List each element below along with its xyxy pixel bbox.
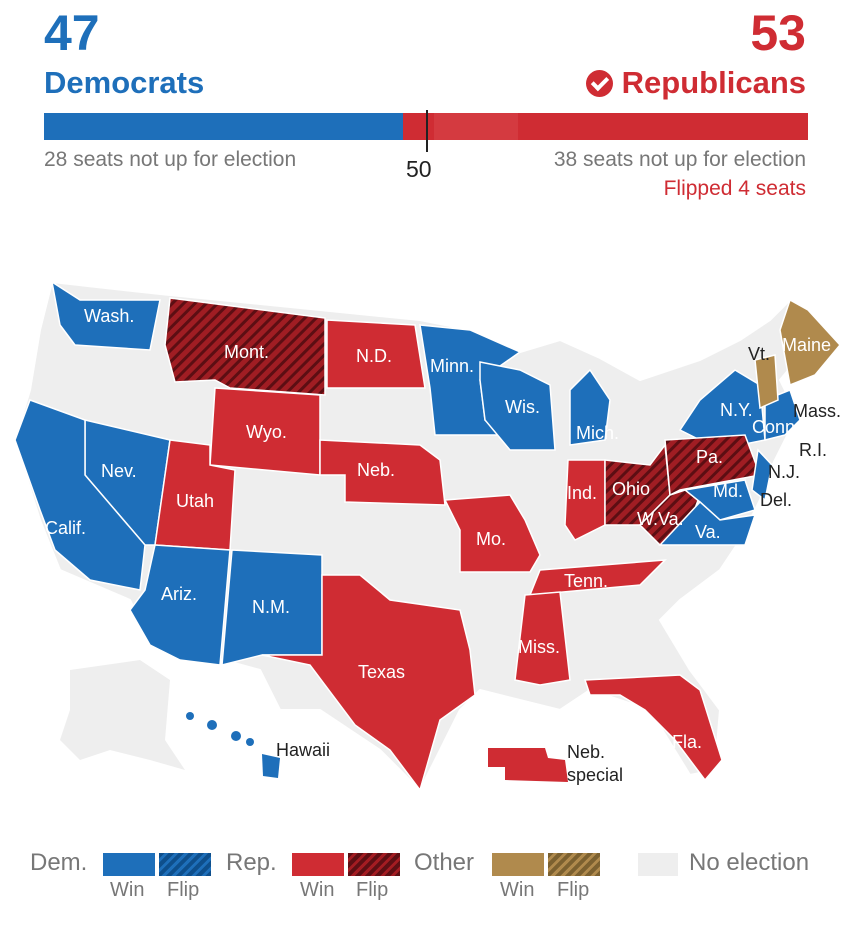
legend-other-flip-swatch xyxy=(548,853,600,876)
label-mass: Mass. xyxy=(793,401,841,421)
legend-other-label: Other xyxy=(414,849,475,876)
state-wisconsin[interactable] xyxy=(479,361,556,451)
dem-party-label: Democrats xyxy=(44,65,205,100)
label-minn: Minn. xyxy=(430,356,474,376)
label-neb-special-1: Neb. xyxy=(567,742,605,762)
label-tenn: Tenn. xyxy=(564,571,608,591)
us-senate-map: Wash. Mont. N.D. Minn. Vt. Maine Wyo. Wi… xyxy=(0,270,850,810)
label-maine: Maine xyxy=(782,335,831,355)
label-wva: W.Va. xyxy=(637,509,684,529)
legend-rep-win-swatch xyxy=(292,853,344,876)
state-new-jersey[interactable] xyxy=(751,448,773,502)
bar-rep-held xyxy=(517,113,808,140)
bar-rep-won xyxy=(433,113,518,140)
state-maine[interactable] xyxy=(779,298,841,387)
label-wash: Wash. xyxy=(84,306,134,326)
state-north-dakota[interactable] xyxy=(326,319,426,389)
state-indiana[interactable] xyxy=(564,459,606,541)
label-vt: Vt. xyxy=(748,344,770,364)
label-nev: Nev. xyxy=(101,461,137,481)
label-ind: Ind. xyxy=(567,483,597,503)
state-washington[interactable] xyxy=(50,280,161,351)
map-legend: Dem. Win Flip Rep. Win Flip Other Win Fl… xyxy=(0,845,850,915)
dem-seat-count: 47 xyxy=(44,5,100,61)
legend-rep-flip-label: Flip xyxy=(356,879,389,901)
label-neb: Neb. xyxy=(357,460,395,480)
label-conn: Conn. xyxy=(752,417,800,437)
state-mississippi[interactable] xyxy=(514,591,571,686)
label-mont: Mont. xyxy=(224,342,269,362)
label-md: Md. xyxy=(713,481,743,501)
legend-dem-flip-label: Flip xyxy=(167,879,200,901)
label-ny: N.Y. xyxy=(720,400,753,420)
majority-label: 50 xyxy=(406,156,432,182)
legend-no-election-label: No election xyxy=(689,849,810,876)
check-circle-icon xyxy=(585,69,613,97)
label-nj: N.J. xyxy=(768,462,800,482)
label-neb-special-2: special xyxy=(567,765,623,785)
state-nebraska-special[interactable] xyxy=(488,748,568,782)
bar-dem-won xyxy=(257,113,404,140)
state-tennessee[interactable] xyxy=(528,559,667,596)
legend-dem-win-label: Win xyxy=(110,879,145,901)
label-miss: Miss. xyxy=(518,637,560,657)
state-pennsylvania[interactable] xyxy=(664,434,762,497)
legend-rep-label: Rep. xyxy=(226,849,277,876)
state-virginia[interactable] xyxy=(658,500,757,546)
legend-dem-label: Dem. xyxy=(30,849,88,876)
state-michigan[interactable] xyxy=(569,368,611,446)
label-utah: Utah xyxy=(176,491,214,511)
bar-rep-flipped xyxy=(403,113,434,140)
label-wis: Wis. xyxy=(505,397,540,417)
bar-dem-held xyxy=(44,113,258,140)
legend-other-win-swatch xyxy=(492,853,544,876)
majority-marker xyxy=(426,110,428,152)
label-mich: Mich. xyxy=(576,423,619,443)
label-ri: R.I. xyxy=(799,440,827,460)
legend-no-election-swatch xyxy=(638,853,678,876)
state-florida[interactable] xyxy=(583,674,723,782)
label-nm: N.M. xyxy=(252,597,290,617)
rep-not-up-note: 38 seats not up for election xyxy=(553,148,806,171)
rep-seat-count: 53 xyxy=(750,5,806,61)
state-arizona[interactable] xyxy=(129,544,231,666)
label-pa: Pa. xyxy=(696,447,723,467)
dem-not-up-note: 28 seats not up for election xyxy=(44,148,297,171)
rep-party-name: Republicans xyxy=(621,65,806,100)
label-fla: Fla. xyxy=(672,732,702,752)
state-montana[interactable] xyxy=(164,297,326,396)
label-nd: N.D. xyxy=(356,346,392,366)
label-ohio: Ohio xyxy=(612,479,650,499)
legend-rep-flip-swatch xyxy=(348,853,400,876)
label-ariz: Ariz. xyxy=(161,584,197,604)
label-del: Del. xyxy=(760,490,792,510)
state-maryland-delaware[interactable] xyxy=(683,479,756,521)
label-texas: Texas xyxy=(358,662,405,682)
legend-rep-win-label: Win xyxy=(300,879,335,901)
state-hawaii[interactable] xyxy=(186,712,280,778)
legend-other-win-label: Win xyxy=(500,879,535,901)
legend-dem-win-swatch xyxy=(103,853,155,876)
label-mo: Mo. xyxy=(476,529,506,549)
legend-other-flip-label: Flip xyxy=(557,879,590,901)
flipped-seats-note: Flipped 4 seats xyxy=(663,177,806,200)
state-california[interactable] xyxy=(14,399,146,591)
label-va: Va. xyxy=(695,522,721,542)
state-alaska xyxy=(60,660,185,770)
state-texas[interactable] xyxy=(261,574,476,792)
seat-bar xyxy=(44,113,808,140)
rep-party-label: Republicans xyxy=(585,65,806,100)
legend-dem-flip-swatch xyxy=(159,853,211,876)
label-wyo: Wyo. xyxy=(246,422,287,442)
label-hawaii: Hawaii xyxy=(276,740,330,760)
state-nebraska[interactable] xyxy=(319,439,446,506)
label-calif: Calif. xyxy=(45,518,86,538)
state-missouri[interactable] xyxy=(443,494,541,573)
state-vermont[interactable] xyxy=(754,354,779,410)
